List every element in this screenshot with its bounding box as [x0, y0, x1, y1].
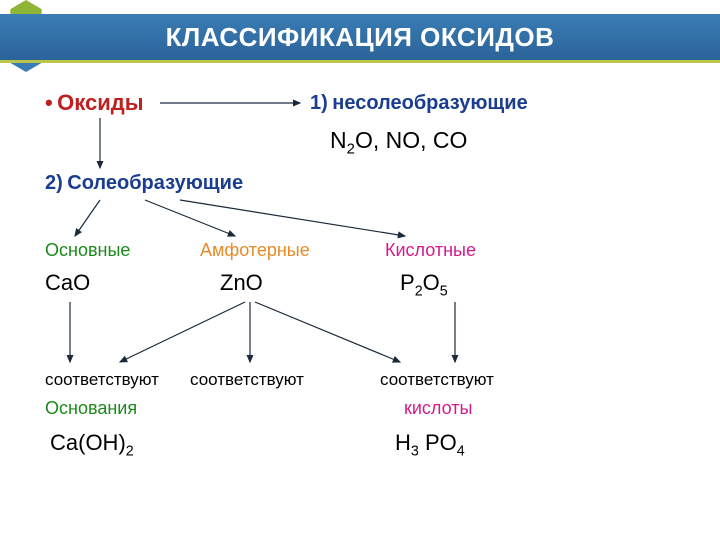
result-acidic-label: кислоты: [404, 398, 472, 419]
result-basic-formula: Ca(OH)2: [50, 430, 134, 459]
root-label: Оксиды: [57, 90, 143, 115]
subtype-basic-example: CaO: [45, 270, 90, 296]
branch-1-examples: N2O, NO, CO: [330, 127, 467, 158]
corresponds-1: соответствуют: [45, 370, 159, 390]
corresponds-2: соответствуют: [190, 370, 304, 390]
subtype-acidic-label: Кислотные: [385, 240, 476, 261]
result-acidic-formula: H3 PO4: [395, 430, 465, 459]
subtype-acidic-example: P2O5: [400, 270, 448, 299]
subtype-basic-label: Основные: [45, 240, 130, 261]
corresponds-3: соответствуют: [380, 370, 494, 390]
result-basic-label: Основания: [45, 398, 137, 419]
branch-2-number: 2): [45, 172, 63, 194]
subtype-amphoteric-example: ZnO: [220, 270, 263, 296]
page-title: КЛАССИФИКАЦИЯ ОКСИДОВ: [166, 22, 555, 53]
subtype-amphoteric-label: Амфотерные: [200, 240, 310, 261]
root-node: • Оксиды: [45, 90, 144, 116]
branch-1-number: 1): [310, 92, 328, 114]
branch-1-label: несолеобразующие: [332, 92, 527, 114]
header-underline: [0, 60, 720, 63]
header-bar: КЛАССИФИКАЦИЯ ОКСИДОВ: [0, 14, 720, 60]
header: КЛАССИФИКАЦИЯ ОКСИДОВ: [0, 0, 720, 70]
branch-2: 2) Солеобразующие: [45, 172, 243, 195]
branch-2-label: Солеобразующие: [67, 172, 243, 194]
branch-1: 1) несолеобразующие: [310, 92, 528, 115]
bullet-icon: •: [45, 90, 53, 115]
